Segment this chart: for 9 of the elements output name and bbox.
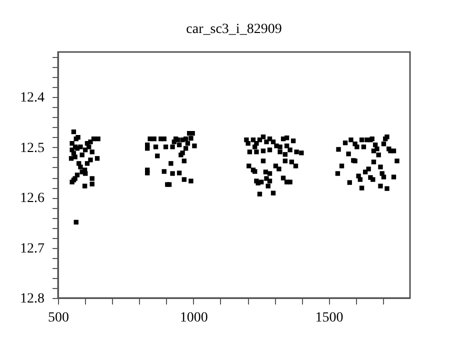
y-tick-label: 12.7 (20, 241, 44, 256)
y-tick-label: 12.6 (20, 191, 44, 206)
x-tick-label: 500 (48, 310, 69, 326)
x-tick-label: 1500 (315, 310, 344, 326)
y-tick-label: 12.8 (20, 292, 44, 306)
y-tick-label: 12.5 (20, 140, 44, 156)
x-tick-label: 1000 (180, 310, 208, 326)
y-tick-label: 12.4 (20, 90, 44, 106)
chart-title: car_sc3_i_82909 (186, 22, 282, 37)
